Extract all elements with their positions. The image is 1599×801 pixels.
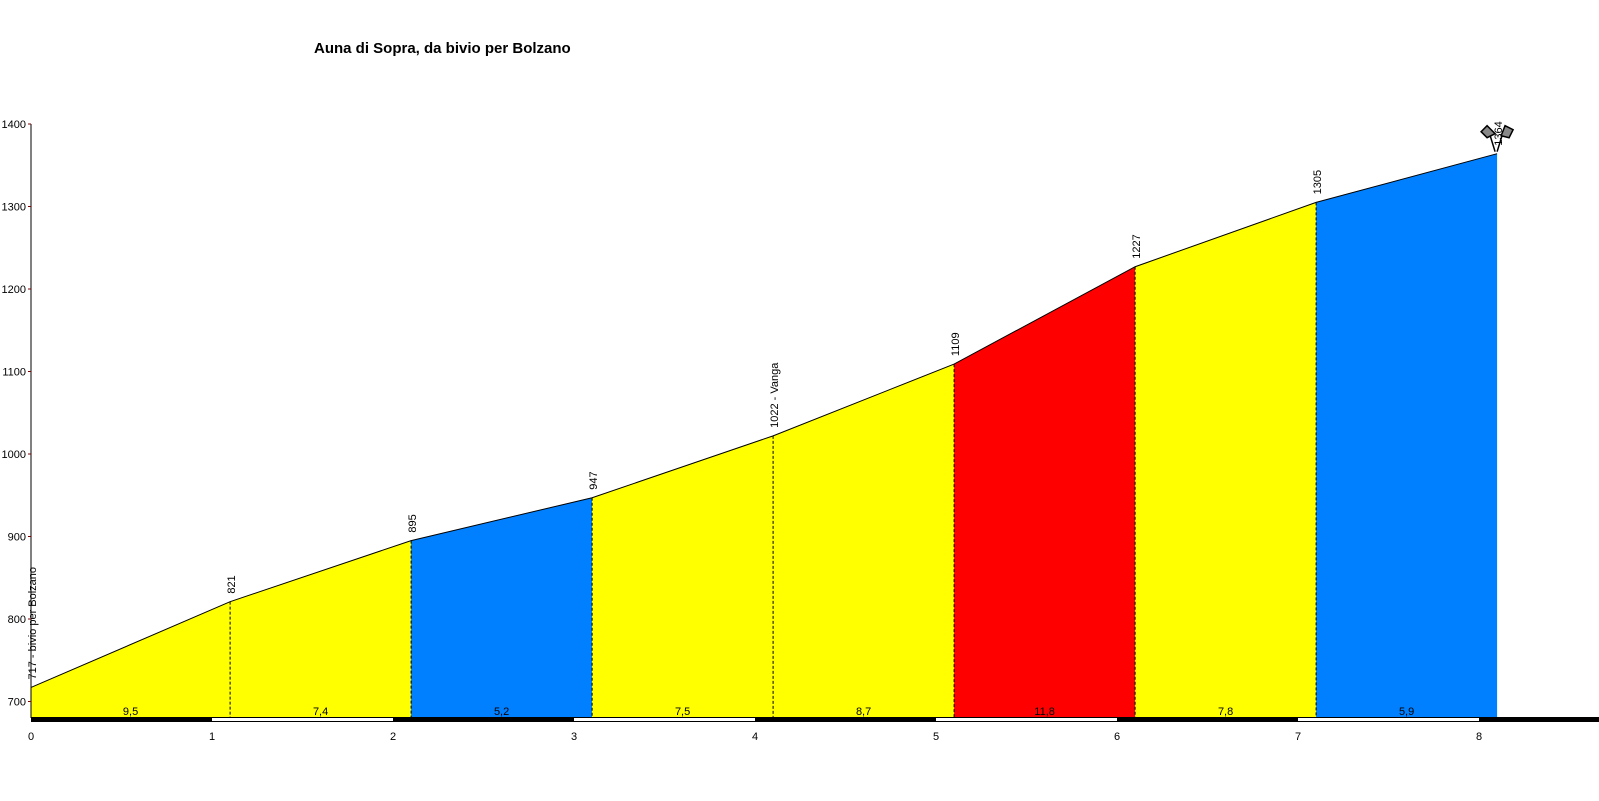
km-bar-white (212, 718, 393, 721)
x-tick-label: 2 (390, 731, 396, 743)
x-tick-label: 1 (209, 731, 215, 743)
finish-flag (1480, 124, 1515, 152)
gradient-label: 7,8 (1218, 706, 1233, 718)
y-tick-label: 700 (8, 697, 26, 709)
point-label: 1109 (950, 332, 962, 356)
profile-line (30, 153, 1498, 688)
km-bar-white (936, 718, 1117, 721)
x-tick-label: 4 (752, 731, 758, 743)
y-tick-label: 1200 (2, 284, 26, 296)
segment (411, 497, 593, 718)
point-label: 1227 (1131, 234, 1143, 258)
segment (31, 601, 231, 718)
segment (592, 435, 774, 718)
gradient-label: 11,8 (1034, 706, 1055, 718)
x-tick-label: 0 (28, 731, 34, 743)
gradient-label: 7,5 (675, 706, 690, 718)
y-tick-label: 1400 (2, 119, 26, 131)
segment (773, 364, 955, 718)
km-bar (31, 717, 1599, 722)
segment (230, 540, 412, 718)
gradient-label: 5,9 (1399, 706, 1414, 718)
y-tick-label: 800 (8, 614, 26, 626)
point-label: 895 (407, 514, 419, 532)
x-tick-label: 3 (571, 731, 577, 743)
gradient-label: 7,4 (313, 706, 328, 718)
y-tick-label: 1000 (2, 449, 26, 461)
x-tick-label: 8 (1476, 731, 1482, 743)
point-label: 947 (588, 471, 600, 489)
km-bar-white (574, 718, 755, 721)
segment (1135, 202, 1317, 718)
y-tick-label: 1100 (2, 367, 26, 379)
point-label: 717 - bivio per Bolzano (27, 567, 39, 680)
point-label: 1364 (1493, 121, 1505, 145)
point-label: 1305 (1312, 170, 1324, 194)
gradient-label: 8,7 (856, 706, 871, 718)
segment (1316, 153, 1498, 718)
point-label: 1022 - Vanga (769, 362, 781, 428)
km-bar-white (1298, 718, 1479, 721)
flag-cloths (1480, 124, 1515, 139)
point-label: 821 (226, 575, 238, 593)
x-tick-label: 7 (1295, 731, 1301, 743)
chart-title: Auna di Sopra, da bivio per Bolzano (314, 40, 571, 57)
gradient-label: 9,5 (123, 706, 138, 718)
y-tick-label: 900 (8, 532, 26, 544)
x-tick-label: 5 (933, 731, 939, 743)
y-tick-label: 1300 (2, 202, 26, 214)
segment (954, 266, 1136, 718)
gradient-label: 5,2 (494, 706, 509, 718)
x-tick-label: 6 (1114, 731, 1120, 743)
